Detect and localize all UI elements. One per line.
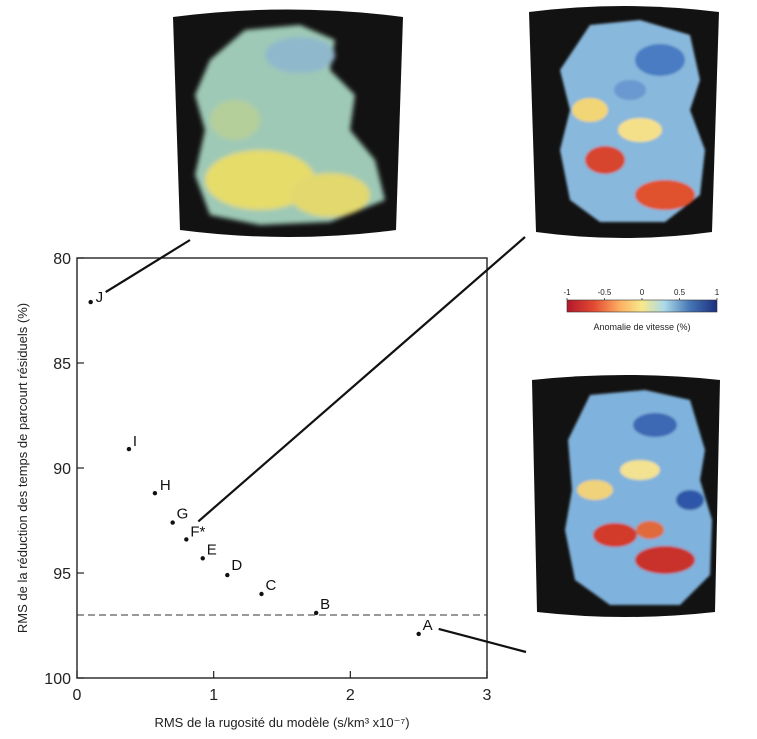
- data-point-c: [259, 591, 264, 597]
- point-label: C: [266, 577, 277, 594]
- data-point-a: [416, 631, 421, 637]
- y-axis-label: RMS de la réduction des temps de parcour…: [15, 303, 30, 633]
- connector-j: [105, 239, 191, 294]
- colorbar-tick-label: 1: [715, 288, 720, 297]
- colorbar: -1 -0.5 0 0.5 1 Anomalie de vitesse (%): [563, 288, 719, 332]
- colorbar-tick-label: 0: [640, 288, 645, 297]
- point-label: D: [231, 557, 242, 574]
- colorbar-tick-label: -0.5: [598, 288, 612, 297]
- data-point-fstar: [184, 537, 189, 542]
- colorbar-gradient: [566, 299, 718, 313]
- x-tick-label: 1: [209, 687, 218, 704]
- y-tick-label: 100: [44, 671, 71, 688]
- x-tick-label: 3: [483, 687, 492, 704]
- point-label: E: [207, 541, 217, 558]
- point-label: J: [96, 289, 104, 306]
- point-label: I: [133, 433, 137, 450]
- inset-map-rough: [532, 375, 720, 617]
- point-label: H: [160, 477, 171, 494]
- colorbar-title: Anomalie de vitesse (%): [593, 322, 690, 332]
- y-tick-label: 80: [53, 251, 71, 268]
- point-label: B: [320, 596, 330, 613]
- point-label: G: [177, 506, 189, 523]
- connector-fstar: [197, 236, 526, 523]
- data-point-d: [225, 572, 230, 578]
- y-tick-label: 85: [53, 356, 71, 373]
- colorbar-tick-label: -1: [563, 288, 571, 297]
- data-point-h: [152, 491, 158, 496]
- y-axis: 80 85 90 95 100: [44, 251, 84, 688]
- x-axis-label: RMS de la rugosité du modèle (s/km³ x10⁻…: [154, 715, 409, 730]
- x-tick-label: 2: [346, 687, 355, 704]
- inset-map-medium: [529, 6, 719, 238]
- data-point-g: [170, 520, 175, 525]
- data-point-e: [200, 556, 205, 561]
- inset-connectors: [105, 236, 527, 654]
- colorbar-tick-label: 0.5: [674, 288, 686, 297]
- data-point-j: [88, 299, 93, 305]
- x-tick-label: 0: [73, 687, 82, 704]
- y-tick-label: 90: [53, 461, 71, 478]
- point-label: A: [423, 617, 433, 634]
- point-label: F*: [190, 523, 205, 540]
- inset-map-smooth: [173, 9, 403, 237]
- data-points: J I HGF*ED C B A: [88, 289, 433, 637]
- y-tick-label: 95: [53, 566, 71, 583]
- data-point-b: [313, 610, 319, 616]
- connector-a: [438, 627, 527, 654]
- x-axis: 0 1 2 3: [73, 671, 492, 704]
- data-point-i: [126, 446, 132, 452]
